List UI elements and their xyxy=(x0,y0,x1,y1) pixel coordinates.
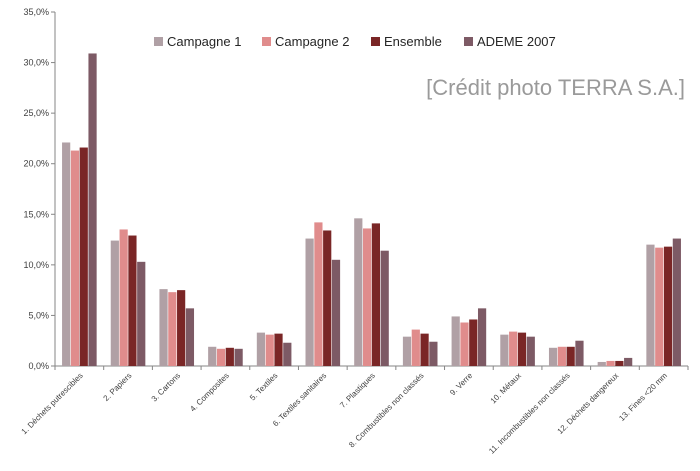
photo-credit: [Crédit photo TERRA S.A.] xyxy=(426,75,685,100)
x-tick-label: 3. Cartons xyxy=(150,371,182,403)
bar xyxy=(256,332,266,366)
bar xyxy=(128,235,137,366)
chart-axes xyxy=(54,12,688,367)
x-tick-label: 1. Déchets putrescibles xyxy=(20,371,85,436)
bar xyxy=(225,347,234,366)
bar xyxy=(517,332,527,366)
x-tick-label: 4. Composites xyxy=(188,371,231,414)
y-tick-label: 20,0% xyxy=(23,159,49,169)
legend-swatch xyxy=(154,37,163,46)
y-tick-label: 5,0% xyxy=(28,310,49,320)
bar xyxy=(460,322,469,366)
x-tick-label: 5. Textiles xyxy=(248,371,279,402)
legend-label: Ensemble xyxy=(384,34,442,49)
legend-swatch xyxy=(464,37,473,46)
bar xyxy=(62,142,71,366)
y-tick-label: 15,0% xyxy=(23,209,49,219)
bar xyxy=(646,244,655,366)
bar xyxy=(185,308,195,366)
bar xyxy=(119,229,128,366)
bar xyxy=(597,361,606,366)
bar xyxy=(451,316,460,366)
bar xyxy=(305,238,314,366)
bar xyxy=(420,333,429,366)
bar xyxy=(655,247,664,366)
bar xyxy=(411,329,420,366)
bar xyxy=(575,340,584,366)
y-tick-label: 10,0% xyxy=(23,260,49,270)
bar xyxy=(363,228,372,366)
bar xyxy=(137,261,146,366)
bar xyxy=(663,246,673,366)
bar xyxy=(380,250,389,366)
bar xyxy=(469,319,478,366)
bar xyxy=(566,346,575,366)
bar xyxy=(477,308,487,366)
bar xyxy=(70,150,80,366)
bar xyxy=(79,147,88,366)
x-tick-label: 9. Verre xyxy=(448,371,475,398)
bar xyxy=(159,289,168,366)
bar xyxy=(371,223,380,366)
bar xyxy=(402,336,412,366)
bar xyxy=(672,238,681,366)
bar xyxy=(314,222,323,366)
bar xyxy=(557,346,566,366)
legend-label: ADEME 2007 xyxy=(477,34,556,49)
bar xyxy=(216,348,226,366)
legend-label: Campagne 1 xyxy=(167,34,241,49)
bar xyxy=(177,290,186,366)
bar xyxy=(615,360,624,366)
bar xyxy=(274,333,283,366)
bar xyxy=(548,347,558,366)
bar-series xyxy=(62,53,681,367)
bar xyxy=(354,218,363,366)
y-axis-ticks: 0,0% 5,0% 10,0% 15,0% 20,0% 25,0% 30,0% 35,0% xyxy=(23,7,55,371)
y-tick-label: 30,0% xyxy=(23,58,49,68)
bar xyxy=(500,334,509,366)
x-tick-label: 13. Fines <20 mm xyxy=(617,371,669,423)
bar xyxy=(110,240,119,366)
bar xyxy=(234,348,243,366)
x-tick-label: 6. Textiles sanitaires xyxy=(271,371,328,428)
x-tick-label: 7. Plastiques xyxy=(338,371,377,410)
x-axis-ticks: 1. Déchets putrescibles 2. Papiers 3. Cart… xyxy=(20,366,689,456)
bar xyxy=(509,331,518,366)
x-tick-label: 2. Papiers xyxy=(102,371,134,403)
bar xyxy=(624,357,633,366)
bar xyxy=(606,360,615,366)
bar xyxy=(429,341,438,366)
legend-label: Campagne 2 xyxy=(275,34,349,49)
bar xyxy=(323,230,332,366)
bar xyxy=(331,259,341,366)
x-tick-label: 11. Incombustibles non classés xyxy=(487,371,572,456)
x-tick-label: 10. Métaux xyxy=(489,371,523,405)
bar xyxy=(88,53,97,367)
legend-swatch xyxy=(371,37,380,46)
bar xyxy=(208,346,217,366)
bar xyxy=(265,334,274,366)
legend-swatch xyxy=(262,37,271,46)
bar xyxy=(168,292,177,366)
bar xyxy=(283,342,292,366)
bar xyxy=(526,336,535,366)
y-tick-label: 35,0% xyxy=(23,7,49,17)
y-tick-label: 25,0% xyxy=(23,108,49,118)
y-tick-label: 0,0% xyxy=(28,361,49,371)
legend: Campagne 1 Campagne 2 Ensemble ADEME 2007 xyxy=(154,34,556,49)
